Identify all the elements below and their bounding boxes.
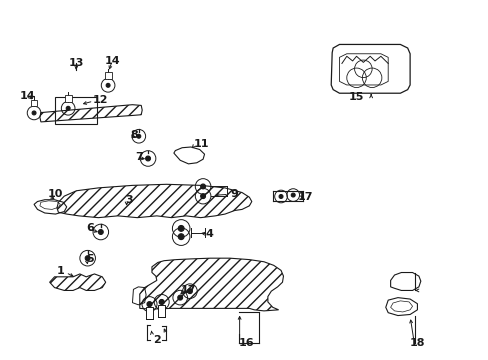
Text: 16: 16 — [238, 338, 254, 348]
Text: 4: 4 — [205, 229, 213, 239]
Bar — [158, 305, 165, 317]
Circle shape — [145, 156, 150, 161]
Text: 11: 11 — [193, 139, 208, 149]
Circle shape — [279, 194, 283, 198]
Circle shape — [106, 84, 110, 87]
Text: 7: 7 — [135, 152, 142, 162]
Bar — [31, 100, 38, 107]
Text: 2: 2 — [153, 334, 161, 345]
Circle shape — [291, 193, 295, 197]
Circle shape — [178, 225, 183, 231]
Text: 18: 18 — [409, 338, 425, 348]
Text: 14: 14 — [20, 91, 36, 101]
Circle shape — [178, 295, 182, 300]
Bar — [104, 72, 111, 79]
Circle shape — [32, 111, 36, 115]
Text: 5: 5 — [86, 254, 94, 264]
Text: 9: 9 — [229, 189, 237, 199]
Bar — [146, 307, 153, 319]
Text: 1: 1 — [57, 266, 64, 276]
Circle shape — [85, 256, 90, 261]
Circle shape — [159, 300, 164, 304]
Circle shape — [137, 134, 141, 138]
Text: 13: 13 — [69, 58, 84, 68]
Text: 14: 14 — [104, 56, 120, 66]
Circle shape — [200, 184, 205, 189]
Text: 8: 8 — [130, 130, 138, 140]
Circle shape — [200, 194, 205, 199]
Circle shape — [98, 230, 103, 234]
Bar — [64, 95, 71, 102]
Text: 15: 15 — [348, 92, 364, 102]
Circle shape — [187, 289, 192, 294]
Text: 10: 10 — [47, 189, 62, 199]
Text: 3: 3 — [125, 195, 133, 205]
Text: 12: 12 — [92, 95, 108, 105]
Bar — [55, 97, 97, 124]
Text: 17: 17 — [298, 192, 313, 202]
Text: 6: 6 — [86, 224, 94, 233]
Circle shape — [147, 302, 152, 306]
Circle shape — [66, 106, 70, 110]
Circle shape — [178, 234, 183, 240]
Text: 17: 17 — [181, 285, 196, 296]
